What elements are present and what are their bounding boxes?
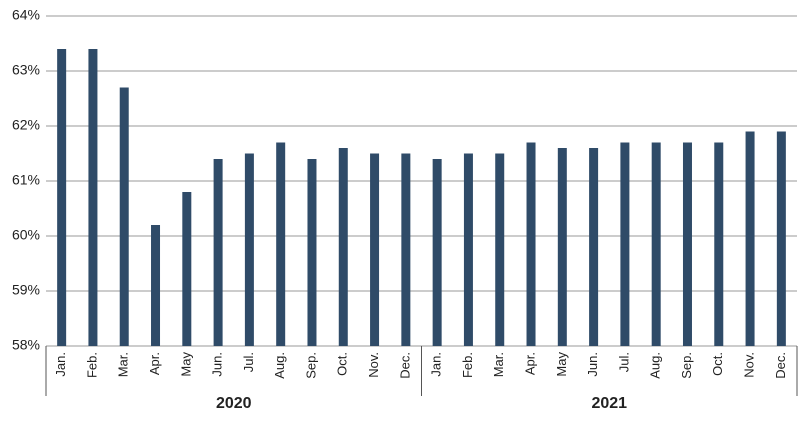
x-tick-label: Jun. bbox=[210, 352, 225, 377]
x-tick-label: Dec. bbox=[397, 352, 412, 379]
x-tick-label: Jan. bbox=[429, 352, 444, 377]
x-tick-label: Nov. bbox=[366, 352, 381, 378]
bar bbox=[651, 142, 661, 346]
bar bbox=[526, 142, 536, 346]
y-tick-label: 59% bbox=[12, 282, 40, 298]
bar bbox=[57, 49, 67, 346]
bar bbox=[776, 131, 786, 346]
bar bbox=[370, 153, 380, 346]
bar bbox=[401, 153, 411, 346]
x-tick-label: Feb. bbox=[460, 352, 475, 378]
y-tick-label: 58% bbox=[12, 337, 40, 353]
y-tick-label: 64% bbox=[12, 7, 40, 23]
group-label: 2021 bbox=[591, 395, 627, 412]
x-tick-label: Jul. bbox=[616, 352, 631, 372]
bar bbox=[119, 87, 129, 346]
bar bbox=[463, 153, 473, 346]
x-tick-label: Aug. bbox=[272, 352, 287, 379]
x-tick-label: Jul. bbox=[241, 352, 256, 372]
x-tick-label: Sep. bbox=[679, 352, 694, 379]
bar bbox=[276, 142, 286, 346]
bar bbox=[182, 192, 192, 346]
x-tick-label: Jan. bbox=[53, 352, 68, 377]
y-tick-label: 60% bbox=[12, 227, 40, 243]
bar bbox=[432, 159, 442, 346]
x-tick-label: Apr. bbox=[147, 352, 162, 375]
x-tick-label: Mar. bbox=[491, 352, 506, 377]
group-label: 2020 bbox=[216, 395, 252, 412]
bar bbox=[682, 142, 692, 346]
bar bbox=[307, 159, 317, 346]
x-tick-label: Oct. bbox=[335, 352, 350, 376]
x-tick-label: Nov. bbox=[742, 352, 757, 378]
y-tick-label: 61% bbox=[12, 172, 40, 188]
x-tick-label: Jun. bbox=[585, 352, 600, 377]
bar bbox=[620, 142, 630, 346]
bar bbox=[495, 153, 505, 346]
x-tick-label: Feb. bbox=[84, 352, 99, 378]
bar bbox=[745, 131, 755, 346]
x-tick-label: May bbox=[178, 352, 193, 377]
x-tick-label: Dec. bbox=[773, 352, 788, 379]
bar bbox=[151, 225, 161, 346]
bar bbox=[88, 49, 98, 346]
bar bbox=[557, 148, 567, 346]
x-tick-label: Mar. bbox=[116, 352, 131, 377]
x-tick-label: May bbox=[554, 352, 569, 377]
x-tick-label: Oct. bbox=[710, 352, 725, 376]
x-tick-label: Sep. bbox=[303, 352, 318, 379]
x-tick-label: Apr. bbox=[522, 352, 537, 375]
y-tick-label: 63% bbox=[12, 62, 40, 78]
bar bbox=[213, 159, 223, 346]
y-tick-label: 62% bbox=[12, 117, 40, 133]
bar bbox=[244, 153, 254, 346]
bar bbox=[338, 148, 348, 346]
bar bbox=[714, 142, 724, 346]
x-tick-label: Aug. bbox=[648, 352, 663, 379]
bar bbox=[589, 148, 599, 346]
